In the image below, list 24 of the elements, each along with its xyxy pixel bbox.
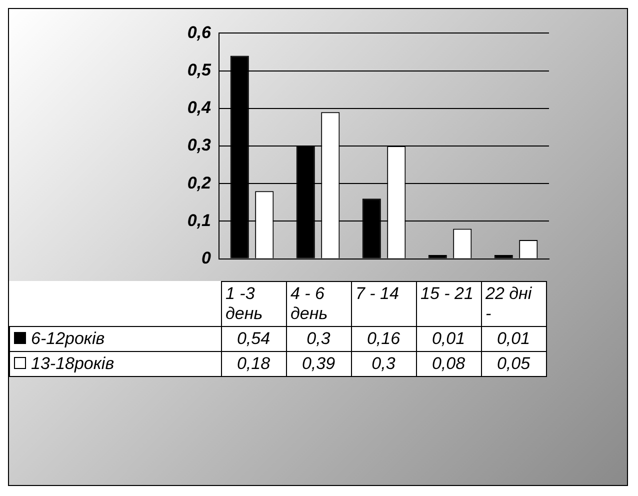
y-tick-label: 0,6 (187, 22, 212, 42)
data-label: 0,39 (286, 352, 351, 376)
y-tick-label: 0,4 (187, 98, 212, 118)
data-label: 0,01 (481, 326, 546, 352)
x-tick-label: 1 -3 день (221, 282, 286, 326)
x-tick-label: 22 дні - (481, 282, 546, 326)
data-label: 0,05 (481, 352, 546, 376)
y-tick-label: 0 (202, 248, 212, 268)
data-label: 0,3 (286, 326, 351, 352)
y-tick-label: 0,3 (187, 136, 212, 155)
x-tick-label: 7 - 14 (351, 282, 416, 326)
data-label: 0,18 (221, 352, 286, 376)
y-tick-label: 0,5 (187, 60, 212, 80)
y-tick-label: 0,2 (187, 173, 212, 192)
x-tick-label: 15 - 21 (416, 282, 481, 326)
y-tick-label: 0,1 (187, 210, 211, 230)
legend-label: 6-12років (31, 329, 105, 348)
data-label: 0,3 (351, 352, 416, 376)
data-label: 0,16 (351, 326, 416, 352)
data-label: 0,01 (416, 326, 481, 352)
data-label: 0,08 (416, 352, 481, 376)
legend-label: 13-18років (31, 354, 114, 373)
x-tick-label: 4 - 6 день (286, 282, 351, 326)
data-label: 0,54 (221, 326, 286, 352)
